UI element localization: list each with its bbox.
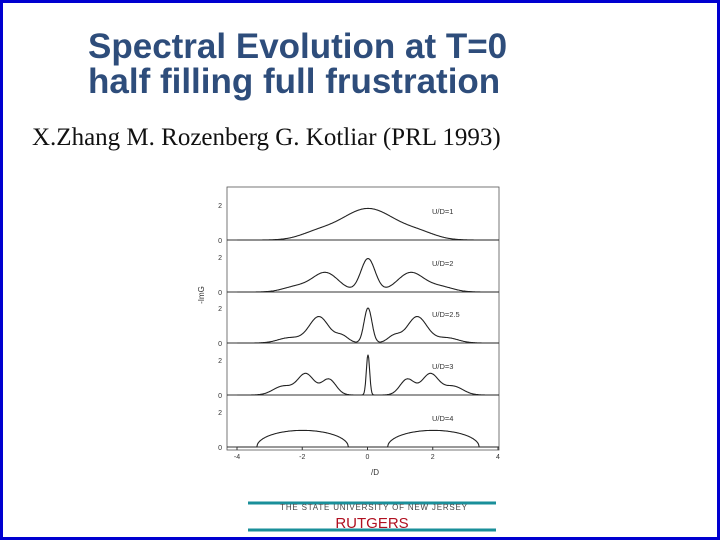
- y-tick-label: 0: [218, 393, 222, 400]
- spectral-curve: [237, 258, 499, 293]
- spectral-curve: [237, 354, 499, 396]
- panel-label: U/D=2: [432, 259, 453, 268]
- panel-label: U/D=3: [432, 362, 453, 371]
- y-tick-label: 0: [218, 445, 222, 452]
- panel-label: U/D=1: [432, 207, 453, 216]
- x-tick-label: 4: [496, 454, 500, 461]
- panel-label: U/D=2.5: [432, 310, 460, 319]
- y-tick-label: 2: [218, 410, 222, 417]
- spectral-curve: [237, 207, 499, 241]
- y-tick-label: 0: [218, 341, 222, 348]
- spectral-curve: [237, 429, 499, 448]
- x-tick-label: 0: [366, 454, 370, 461]
- y-tick-label: 2: [218, 203, 222, 210]
- x-axis-label: /D: [371, 468, 379, 477]
- y-tick-label: 2: [218, 358, 222, 365]
- panel-label: U/D=4: [432, 414, 453, 423]
- x-tick-label: -4: [234, 454, 240, 461]
- y-tick-label: 0: [218, 290, 222, 297]
- title-line: Spectral Evolution at T=0: [88, 27, 508, 66]
- x-tick-label: -2: [299, 454, 305, 461]
- x-tick-label: 2: [431, 454, 435, 461]
- spectral-curve: [237, 307, 499, 344]
- subtitle: X.Zhang M. Rozenberg G. Kotliar (PRL 199…: [32, 124, 501, 151]
- figure-frame: [226, 186, 500, 451]
- title-line: half filling full frustration: [88, 62, 501, 101]
- y-tick-label: 2: [218, 255, 222, 262]
- y-tick-label: 0: [218, 238, 222, 245]
- y-tick-label: 2: [218, 306, 222, 313]
- y-axis-label: -ImG: [197, 286, 206, 304]
- footer-name: RUTGERS: [335, 515, 408, 532]
- footer-university: THE STATE UNIVERSITY OF NEW JERSEY: [280, 503, 468, 512]
